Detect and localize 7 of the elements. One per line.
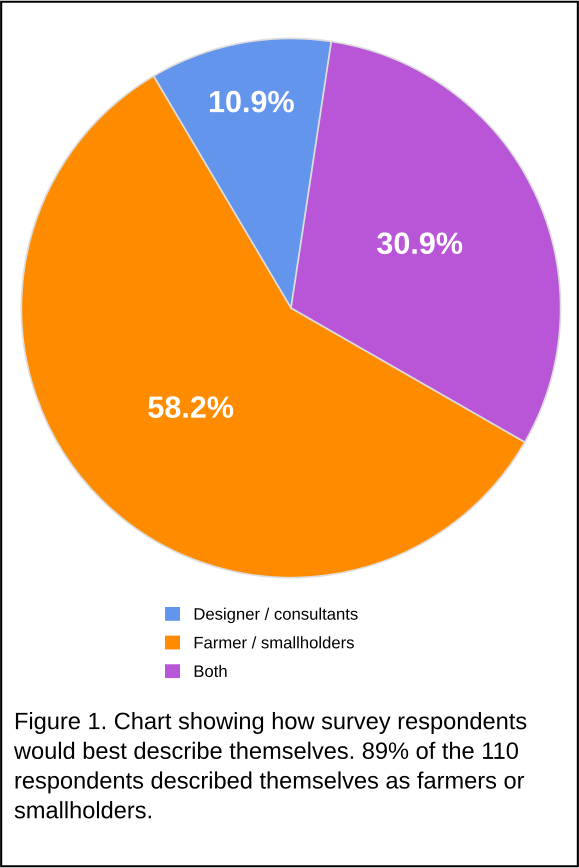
caption: Figure 1. Chart showing how survey respondents would best describe themselves. 89% of the 110 respondents described themselves as farmers or smallholders.	[14, 712, 526, 818]
data-label: 10.9%	[210, 90, 294, 112]
legend-label: Both	[194, 664, 227, 678]
legend-label: Farmer / smallholders	[194, 636, 354, 648]
legend-label: Designer / consultants	[194, 608, 358, 624]
data-label: 58.2%	[148, 396, 234, 418]
data-label: 30.9%	[377, 232, 462, 254]
